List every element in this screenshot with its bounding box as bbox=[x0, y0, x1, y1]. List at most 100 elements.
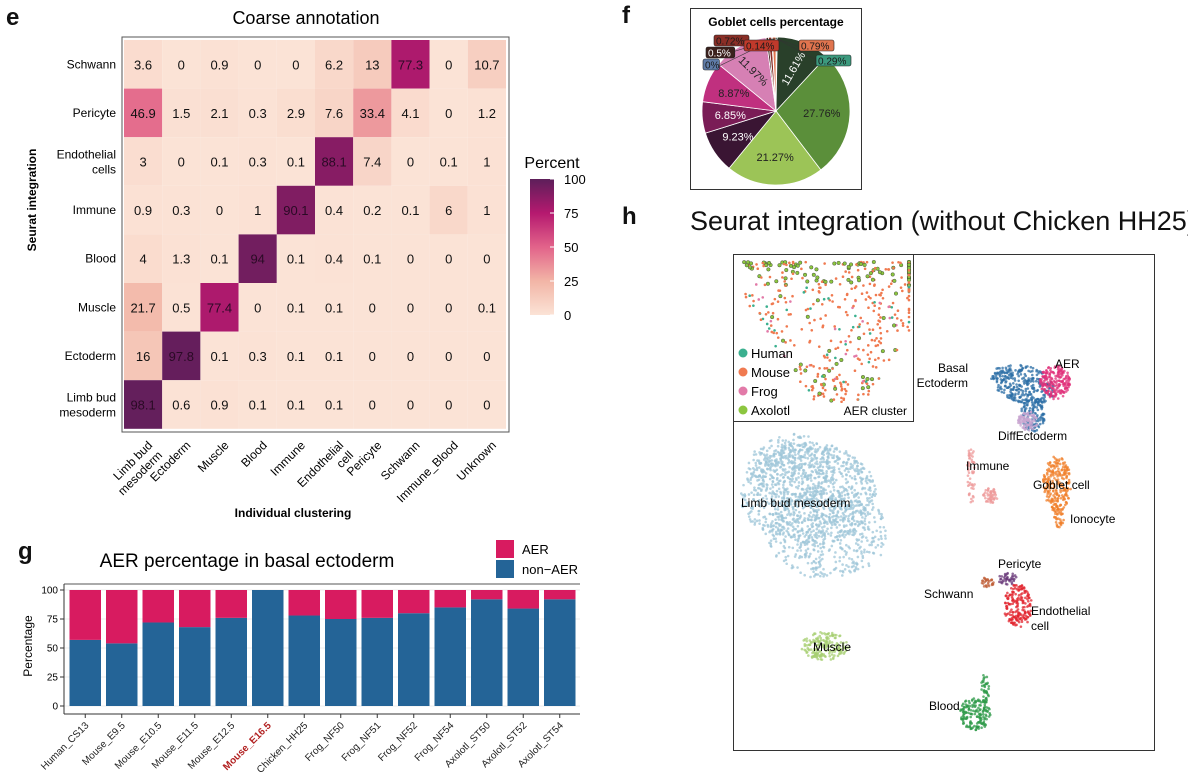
heatmap-cell bbox=[162, 40, 201, 89]
heatmap-cell bbox=[162, 380, 201, 429]
stacked-bar-chart: AER percentage in basal ectoderm AER non−… bbox=[21, 540, 580, 776]
pie-callout-box bbox=[798, 39, 835, 52]
pie-callout-box bbox=[702, 58, 720, 71]
pie-callout-label: 0.14% bbox=[746, 42, 774, 53]
heatmap-cell-label: 0 bbox=[445, 252, 452, 267]
pie-slice-label: 21.27% bbox=[756, 152, 794, 164]
heatmap-cell-label: 0 bbox=[407, 349, 414, 364]
heatmap-cell bbox=[162, 137, 201, 186]
umap-cluster-points bbox=[998, 571, 1018, 586]
heatmap-cell-label: 13 bbox=[365, 57, 379, 72]
heatmap-cell bbox=[315, 234, 354, 283]
heatmap-cell-label: 1 bbox=[483, 155, 490, 170]
heatmap-cell-label: 0 bbox=[445, 106, 452, 121]
bar-segment-aer bbox=[215, 590, 247, 618]
umap-cluster-label: Endothelial cell bbox=[1031, 604, 1090, 633]
heatmap-cell bbox=[391, 185, 430, 235]
bar-y-tick-label: 75 bbox=[47, 615, 59, 626]
heatmap-cell-label: 0.5 bbox=[172, 300, 190, 315]
inset-frame bbox=[733, 254, 914, 422]
bar-segment-aer bbox=[507, 590, 539, 609]
heatmap-cell-label: 0 bbox=[369, 300, 376, 315]
heatmap-cell bbox=[124, 40, 163, 89]
heatmap-cell bbox=[353, 137, 392, 186]
umap-cluster-label: Schwann bbox=[924, 587, 973, 601]
umap-cluster-points bbox=[768, 489, 887, 579]
heatmap-cell-label: 1.3 bbox=[172, 252, 190, 267]
heatmap-cell-label: 90.1 bbox=[283, 203, 308, 218]
heatmap-x-axis-label: Individual clustering bbox=[235, 506, 352, 520]
heatmap-cell-label: 7.4 bbox=[363, 155, 381, 170]
pie-title: Goblet cells percentage bbox=[708, 15, 844, 29]
bar-y-tick-label: 0 bbox=[52, 702, 58, 713]
heatmap-cell-label: 0.1 bbox=[287, 349, 305, 364]
pie-callout-label: 0.79% bbox=[801, 42, 829, 53]
heatmap-cell-label: 0 bbox=[369, 349, 376, 364]
umap-title: Seurat integration (without Chicken HH25… bbox=[690, 206, 1188, 236]
bar-segment-aer bbox=[434, 590, 466, 608]
heatmap-cell-label: 0.9 bbox=[134, 203, 152, 218]
umap-cluster-points bbox=[966, 448, 976, 504]
heatmap-cell-label: 33.4 bbox=[360, 106, 385, 121]
umap-cluster-points bbox=[981, 487, 999, 504]
heatmap-cell bbox=[467, 283, 506, 332]
umap-cluster-label: DiffEctoderm bbox=[998, 429, 1067, 443]
bar-segment-aer bbox=[142, 590, 174, 623]
inset-legend-swatch bbox=[738, 405, 748, 415]
heatmap-cell-label: 0 bbox=[445, 349, 452, 364]
bar-y-axis-label: Percentage bbox=[21, 615, 35, 677]
heatmap-cell bbox=[353, 283, 392, 332]
heatmap-cell-label: 6.2 bbox=[325, 57, 343, 72]
pie-slice-label: 9.23% bbox=[722, 132, 753, 144]
heatmap-cell bbox=[391, 380, 430, 429]
bar-segment-aer bbox=[179, 590, 211, 628]
heatmap-cell bbox=[200, 40, 239, 89]
heatmap-cell bbox=[276, 380, 315, 429]
heatmap-cell bbox=[353, 380, 392, 429]
heatmap-cell bbox=[162, 88, 201, 138]
heatmap-cell-label: 1 bbox=[254, 203, 261, 218]
heatmap-cell-label: 0.1 bbox=[210, 349, 228, 364]
heatmap-y-tick-label: Schwann bbox=[67, 57, 116, 71]
umap-cluster-points bbox=[1016, 410, 1039, 432]
bar-segment-non-aer bbox=[179, 627, 211, 706]
bar-title: AER percentage in basal ectoderm bbox=[100, 551, 395, 572]
heatmap-y-tick-label: Pericyte bbox=[73, 106, 117, 120]
heatmap-cell bbox=[276, 331, 315, 381]
umap-cluster-label: Immune bbox=[966, 459, 1010, 473]
heatmap-cell bbox=[467, 380, 506, 429]
heatmap-cell-label: 0 bbox=[483, 252, 490, 267]
heatmap-cell bbox=[276, 40, 315, 89]
heatmap-cell-label: 1.2 bbox=[478, 106, 496, 121]
panel-label-e: e bbox=[6, 4, 20, 31]
heatmap-cell bbox=[238, 137, 277, 186]
pie-slice-label: 27.76% bbox=[803, 108, 841, 120]
bar-segment-aer bbox=[325, 590, 357, 619]
heatmap-cell bbox=[315, 137, 354, 186]
umap-cluster-label: Blood bbox=[929, 699, 960, 713]
heatmap-cell bbox=[124, 283, 163, 332]
heatmap-cell-label: 21.7 bbox=[130, 300, 155, 315]
heatmap-cell bbox=[124, 331, 163, 381]
heatmap-cell bbox=[353, 88, 392, 138]
panel-label-h: h bbox=[622, 203, 637, 230]
umap-cluster-label: Goblet cell bbox=[1033, 478, 1090, 492]
heatmap-cell bbox=[315, 380, 354, 429]
bar-segment-aer bbox=[544, 590, 576, 600]
inset-legend-label: Axolotl bbox=[751, 403, 790, 418]
heatmap-cell-label: 0.1 bbox=[287, 155, 305, 170]
heatmap-y-tick-label: Limb bud mesoderm bbox=[59, 391, 116, 420]
heatmap-cell-label: 0.4 bbox=[325, 252, 343, 267]
pie-callout-box bbox=[705, 46, 736, 59]
heatmap-cell bbox=[391, 88, 430, 138]
bar-legend-label: AER bbox=[522, 542, 549, 557]
heatmap-cell bbox=[276, 234, 315, 283]
bar-segment-aer bbox=[361, 590, 393, 618]
heatmap-cell bbox=[238, 40, 277, 89]
heatmap-cell-label: 0.1 bbox=[401, 203, 419, 218]
heatmap-cell-label: 0.1 bbox=[249, 398, 267, 413]
heatmap-cell bbox=[467, 185, 506, 235]
heatmap-cell bbox=[429, 40, 468, 89]
heatmap-cell-label: 94 bbox=[250, 252, 264, 267]
heatmap-cell-label: 0 bbox=[445, 57, 452, 72]
